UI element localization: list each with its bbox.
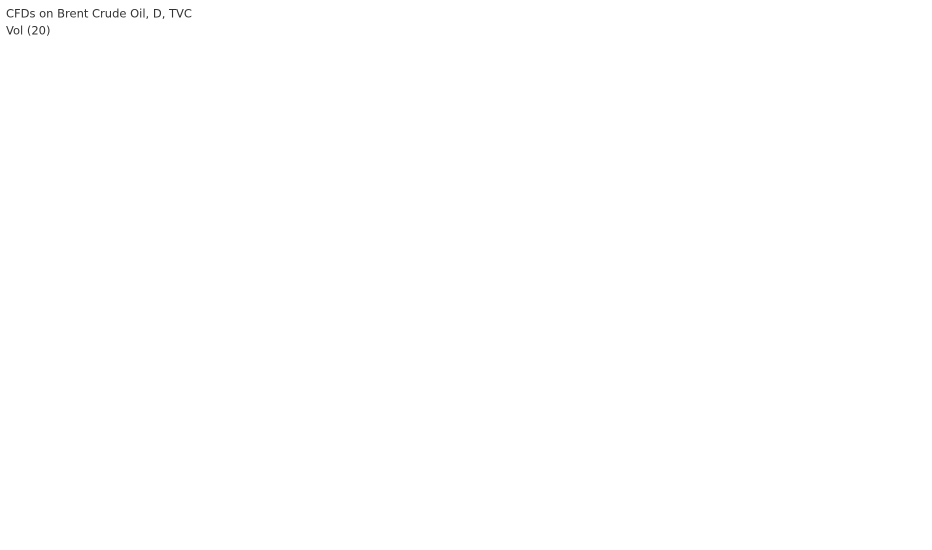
chart-title: CFDs on Brent Crude Oil, D, TVC [6,7,192,21]
chart-subtitle: Vol (20) [6,24,50,38]
